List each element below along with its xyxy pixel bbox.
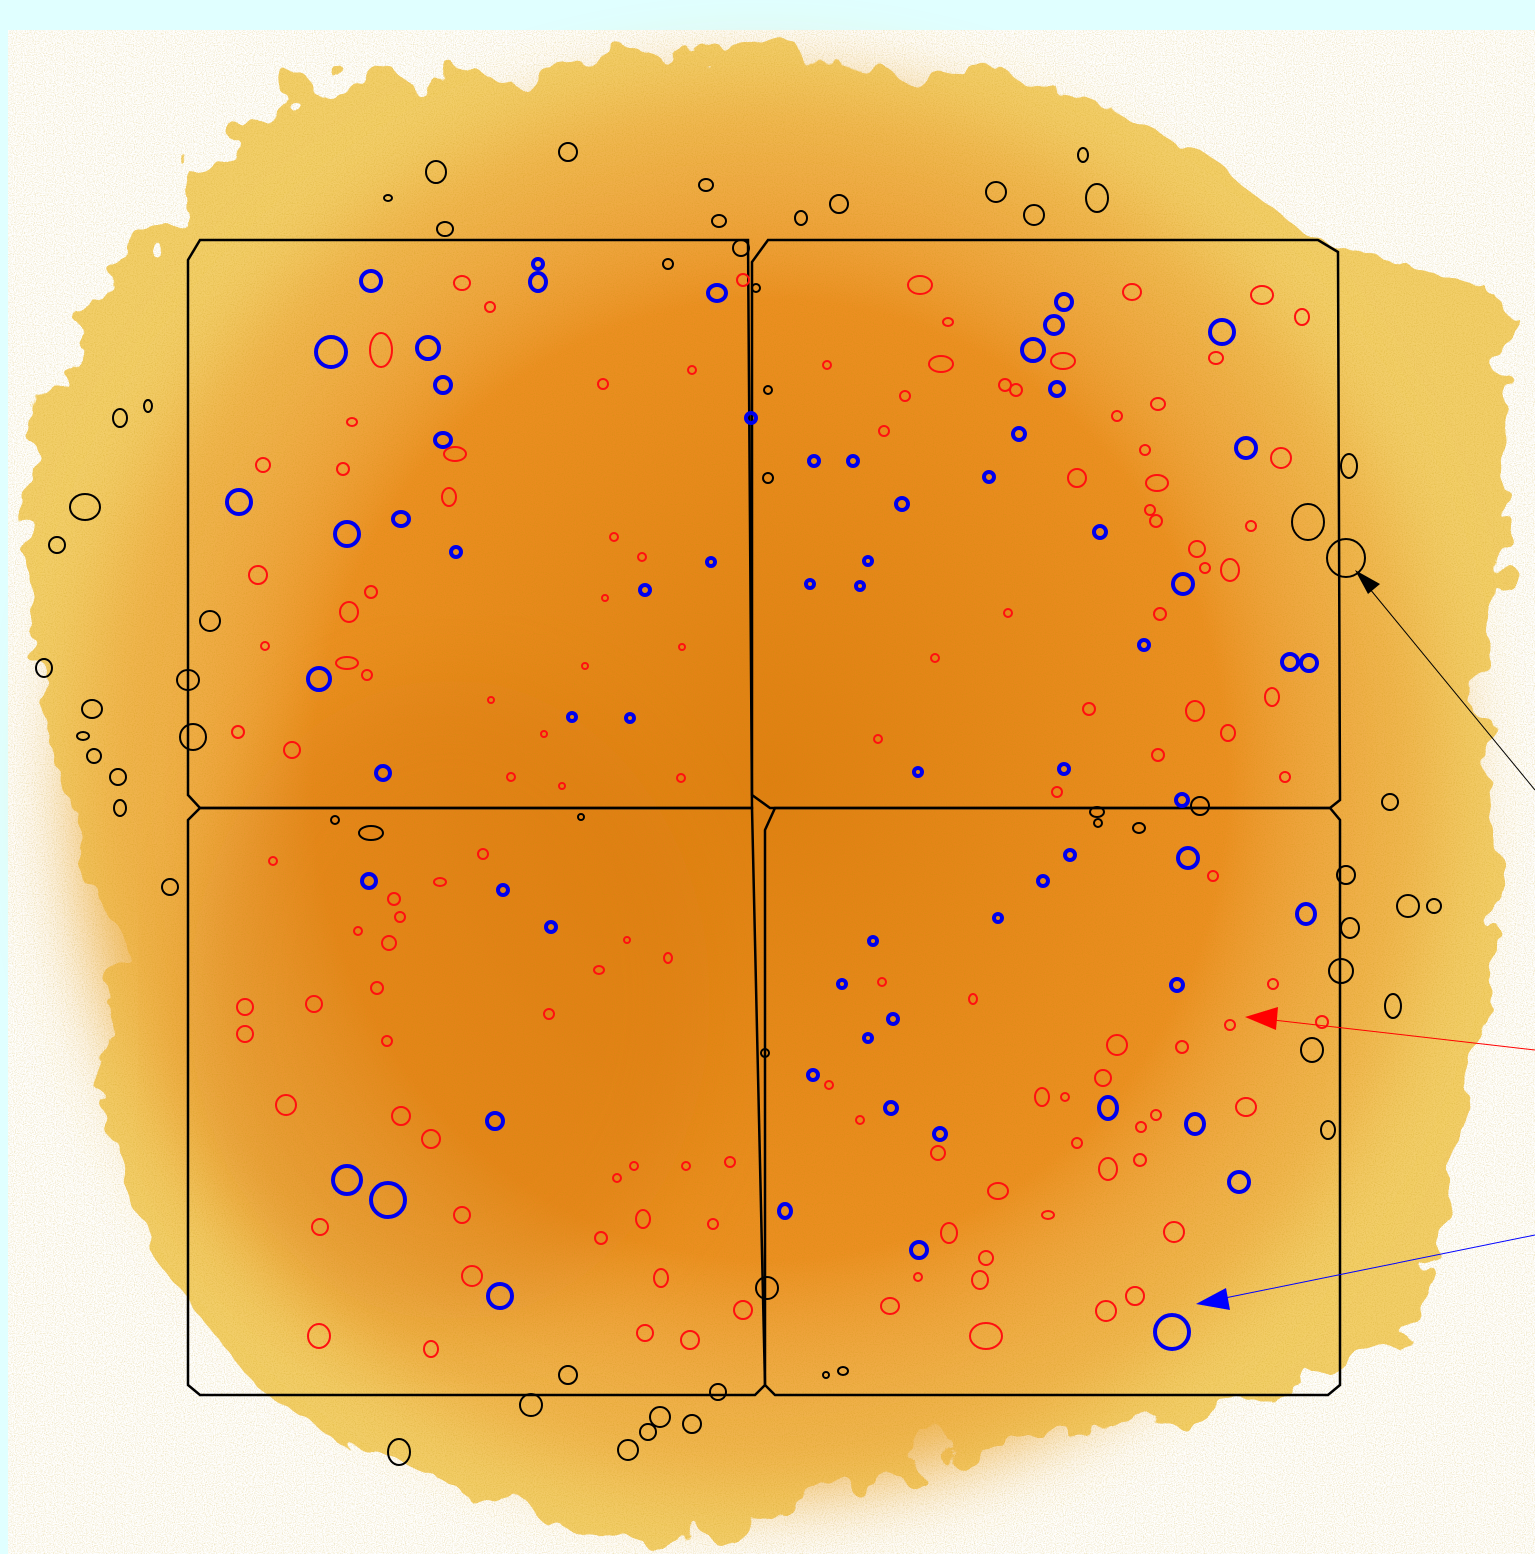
sky-image (0, 0, 1535, 1554)
page: (() => { const data = JSON.parse(documen… (0, 0, 1535, 1554)
emission (8, 30, 1535, 1554)
